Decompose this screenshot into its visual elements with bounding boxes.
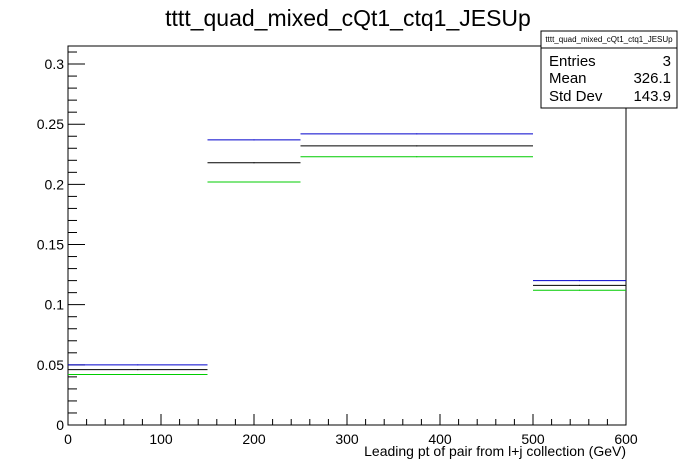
- x-tick-label: 0: [64, 431, 72, 447]
- series-2: [68, 156, 626, 375]
- stats-entries-value: 3: [663, 53, 671, 70]
- stats-box-frame: [540, 30, 678, 109]
- chart-title: tttt_quad_mixed_cQt1_ctq1_JESUp: [165, 5, 531, 31]
- series-1: [68, 145, 626, 371]
- stats-mean-label: Mean: [549, 70, 587, 87]
- stats-box: tttt_quad_mixed_cQt1_ctq1_JESUp Entries …: [540, 30, 678, 109]
- y-tick-label: 0.1: [45, 297, 65, 313]
- y-tick-label: 0.05: [37, 357, 64, 373]
- x-axis: 0 100 200 300 400 500 600: [64, 414, 638, 447]
- stats-box-title: tttt_quad_mixed_cQt1_ctq1_JESUp: [545, 35, 673, 44]
- y-tick-label: 0.15: [37, 237, 64, 253]
- stats-entries-label: Entries: [549, 53, 596, 70]
- y-tick-label: 0.3: [45, 56, 65, 72]
- y-tick-label: 0.2: [45, 176, 65, 192]
- y-tick-label: 0: [56, 417, 64, 433]
- stats-stddev-label: Std Dev: [549, 88, 603, 105]
- x-axis-title: Leading pt of pair from l+j collection (…: [364, 443, 626, 459]
- y-tick-label: 0.25: [37, 116, 64, 132]
- x-tick-label: 100: [149, 431, 173, 447]
- series-0: [68, 133, 626, 366]
- x-tick-label: 500: [521, 431, 545, 447]
- stats-stddev-value: 143.9: [633, 88, 671, 105]
- x-tick-label: 200: [242, 431, 266, 447]
- x-tick-label: 300: [335, 431, 359, 447]
- stats-mean-value: 326.1: [633, 70, 671, 87]
- y-axis: 0 0.05 0.1 0.15 0.2 0.25 0.3: [37, 51, 85, 433]
- histogram-series: [68, 133, 626, 375]
- x-tick-label: 600: [614, 431, 638, 447]
- x-tick-label: 400: [428, 431, 452, 447]
